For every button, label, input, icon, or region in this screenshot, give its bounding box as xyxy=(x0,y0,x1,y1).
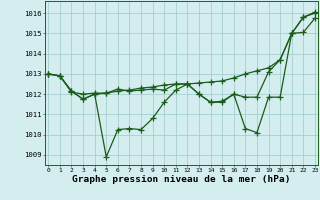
X-axis label: Graphe pression niveau de la mer (hPa): Graphe pression niveau de la mer (hPa) xyxy=(72,175,291,184)
